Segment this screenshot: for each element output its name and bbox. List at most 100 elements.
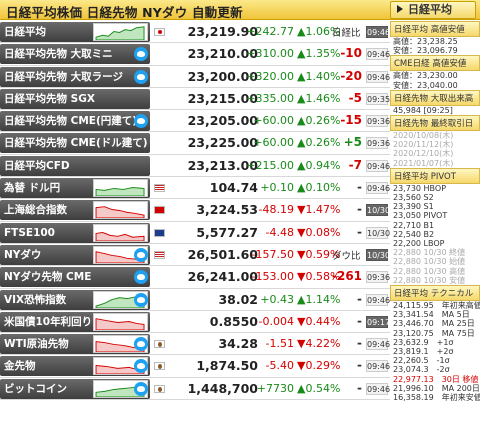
side-section-header: 日経平均 テクニカル bbox=[390, 285, 480, 302]
quote-label[interactable]: 日経平均先物 大取ミニ bbox=[0, 44, 150, 65]
update-time: 10/30 bbox=[366, 204, 391, 217]
diff-value: - bbox=[357, 180, 362, 195]
quote-change: +335.00 bbox=[246, 91, 294, 105]
sparkline-path bbox=[95, 318, 145, 330]
update-time: 09:46 bbox=[366, 159, 391, 172]
sparkline-chart[interactable] bbox=[93, 223, 148, 242]
quote-percent: ▲0.26% bbox=[297, 114, 341, 128]
quote-table: 日経平均 23,219.90 +242.77 ▲1.06% 日経比 09:46 日経平均先物… bbox=[0, 21, 391, 401]
side-line: 23,050 PIVOT bbox=[393, 211, 448, 221]
quote-percent: ▼0.59% bbox=[297, 247, 341, 261]
diff-value: - bbox=[357, 336, 362, 351]
quote-price: 5,577.27 bbox=[196, 224, 258, 240]
update-time: 09:35 bbox=[366, 92, 391, 105]
quote-label[interactable]: 日経平均先物 CME(ドル建て) bbox=[0, 133, 150, 154]
sun-disc-icon bbox=[158, 30, 162, 34]
quote-percent: ▲0.54% bbox=[297, 381, 341, 395]
quote-percent: ▼0.44% bbox=[297, 314, 341, 328]
twitter-icon[interactable] bbox=[134, 47, 148, 62]
sparkline-chart[interactable] bbox=[93, 201, 148, 220]
quote-row[interactable]: 為替 ドル円 104.74 +0.10 ▲0.10% -09:46 bbox=[0, 177, 390, 200]
twitter-icon[interactable] bbox=[134, 292, 148, 307]
quote-row[interactable]: 日経平均先物 大取ミニ 23,210.00 +310.00 ▲1.35% -10 09:4… bbox=[0, 43, 391, 66]
quote-label[interactable]: 日経平均先物 大取ラージ bbox=[0, 66, 150, 87]
sparkline-chart[interactable] bbox=[93, 179, 148, 198]
side-line: 2020/12/10(木) bbox=[393, 149, 454, 159]
side-line: 22,200 LBOP bbox=[393, 239, 445, 249]
side-line: 22,880 10/30 終値 bbox=[393, 248, 466, 258]
quote-label[interactable]: 日経平均先物 SGX bbox=[0, 88, 150, 109]
quote-row[interactable]: 米国債10年利回り 0.8550 -0.004 ▼0.44% -09:17 bbox=[0, 311, 391, 334]
play-icon bbox=[397, 5, 403, 13]
twitter-icon[interactable] bbox=[134, 359, 148, 374]
quote-price: 23,219.90 bbox=[187, 24, 258, 39]
side-line: 2020/10/08(木) bbox=[393, 131, 454, 141]
diff-value: -10 bbox=[340, 46, 362, 61]
quote-change: -4.48 bbox=[265, 225, 294, 239]
quote-label[interactable]: 日経平均CFD bbox=[0, 155, 150, 176]
quote-row[interactable]: 日経平均先物 CME(円建て) 23,205.00 +60.00 ▲0.26% -15 0… bbox=[0, 110, 391, 133]
gold-flag-icon bbox=[154, 362, 165, 371]
sparkline-path bbox=[95, 341, 145, 353]
side-line: 22,260.5 -1σ bbox=[393, 356, 450, 366]
quote-row[interactable]: ビットコイン 1,448,700 +7730 ▲0.54% -09:46 bbox=[0, 378, 390, 401]
quote-row[interactable]: 日経平均CFD 23,213.00 +215.00 ▲0.94% -7 09:46 bbox=[0, 155, 391, 178]
quote-percent: ▲1.46% bbox=[297, 91, 341, 105]
quote-price: 3,224.53 bbox=[196, 202, 258, 218]
quote-price: 23,200.00 bbox=[187, 68, 258, 84]
twitter-icon[interactable] bbox=[134, 381, 148, 396]
quote-row[interactable]: 日経平均先物 大取ラージ 23,200.00 +320.00 ▲1.40% -20 09:… bbox=[0, 66, 390, 88]
twitter-icon[interactable] bbox=[134, 114, 148, 129]
update-time: 09:46 bbox=[366, 48, 391, 61]
quote-price: 23,210.00 bbox=[187, 46, 258, 62]
quote-change: +310.00 bbox=[246, 47, 294, 61]
quote-percent: ▲1.06% bbox=[297, 25, 341, 38]
tab-nikkei[interactable]: 日経平均 bbox=[390, 1, 476, 19]
sparkline-chart[interactable] bbox=[93, 312, 148, 331]
btc-flag-icon bbox=[154, 384, 165, 393]
quote-row[interactable]: 上海総合指数 3,224.53 -48.19 ▼1.47% -10/30 bbox=[0, 199, 391, 222]
quote-row[interactable]: 日経平均先物 CME(ドル建て) 23,225.00 +60.00 ▲0.26% +5 0… bbox=[0, 132, 390, 155]
us-flag-icon bbox=[154, 184, 165, 193]
side-line: 23,074.3 -2σ bbox=[393, 365, 450, 375]
twitter-icon[interactable] bbox=[134, 247, 148, 262]
quote-percent: ▼1.47% bbox=[297, 203, 341, 217]
quote-row[interactable]: NYダウ 26,501.60 -157.50 ▼0.59% ダウ比 10/30 bbox=[0, 244, 391, 267]
quote-row[interactable]: 日経平均 23,219.90 +242.77 ▲1.06% 日経比 09:46 bbox=[0, 21, 391, 44]
quote-row[interactable]: WTI原油先物 34.28 -1.51 ▼4.22% -09:46 bbox=[0, 333, 390, 356]
diff-value: - bbox=[357, 380, 362, 395]
side-section-header: 日経先物 大取出来高 bbox=[390, 89, 480, 106]
diff-value: -15 bbox=[340, 113, 362, 128]
side-line: 安値：23,096.79 bbox=[393, 46, 458, 56]
side-line: 45,984 [09:25] bbox=[393, 105, 453, 115]
quote-percent: ▼0.58% bbox=[297, 270, 341, 284]
quote-label[interactable]: 日経平均先物 CME(円建て) bbox=[0, 111, 150, 132]
diff-value: +5 bbox=[343, 135, 362, 150]
update-time: 09:46 bbox=[366, 26, 391, 38]
update-time: 10/30 bbox=[366, 248, 391, 261]
quote-row[interactable]: 日経平均先物 SGX 23,215.00 +335.00 ▲1.46% -5 09:35 bbox=[0, 88, 391, 111]
app-header: 日経平均株価 日経先物 NYダウ 自動更新 日経平均 bbox=[0, 0, 480, 20]
quote-percent: ▲0.26% bbox=[297, 136, 341, 150]
update-time: 09:46 bbox=[366, 70, 391, 83]
quote-row[interactable]: VIX恐怖指数 38.02 +0.43 ▲1.14% -09:46 bbox=[0, 289, 390, 311]
diff-value: - bbox=[357, 202, 362, 217]
side-section-header: 日経先物 最終取引日 bbox=[390, 115, 480, 132]
quote-row[interactable]: 金先物 1,874.50 -5.40 ▼0.29% -09:46 bbox=[0, 355, 390, 378]
update-time: 09:17 bbox=[366, 315, 391, 328]
quote-change: +60.00 bbox=[253, 136, 294, 150]
quote-change: +320.00 bbox=[246, 69, 294, 83]
quote-price: 38.02 bbox=[218, 291, 258, 307]
twitter-icon[interactable] bbox=[134, 270, 148, 285]
us-flag-icon bbox=[154, 250, 165, 259]
side-section-header: 日経平均 PIVOT bbox=[390, 167, 480, 184]
twitter-icon[interactable] bbox=[134, 337, 148, 352]
sparkline-path bbox=[95, 26, 145, 40]
twitter-icon[interactable] bbox=[134, 69, 148, 84]
update-time: 09:36 bbox=[366, 115, 391, 128]
quote-row[interactable]: FTSE100 5,577.27 -4.48 ▼0.08% -10/30 bbox=[0, 222, 390, 244]
sparkline-chart[interactable] bbox=[93, 23, 148, 41]
quote-label[interactable]: NYダウ先物 CME bbox=[0, 267, 150, 288]
update-time: 09:46 bbox=[366, 293, 391, 306]
quote-row[interactable]: NYダウ先物 CME 26,241.00 -153.00 ▼0.58% -261 09:3… bbox=[0, 266, 390, 289]
